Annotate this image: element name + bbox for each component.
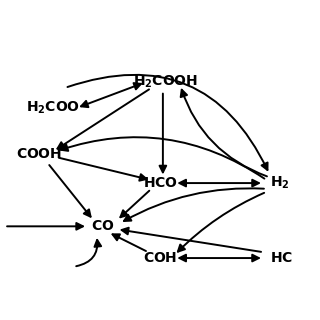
Text: $\mathbf{H_2}$: $\mathbf{H_2}$ [269,175,289,191]
Text: $\mathbf{HCO}$: $\mathbf{HCO}$ [142,176,178,190]
Text: $\mathbf{H_2COO}$: $\mathbf{H_2COO}$ [26,100,80,116]
Text: $\mathbf{COH}$: $\mathbf{COH}$ [143,251,177,265]
Text: $\mathbf{COOH}$: $\mathbf{COOH}$ [16,147,62,161]
Text: $\mathbf{H_2COOH}$: $\mathbf{H_2COOH}$ [133,74,198,90]
Text: $\mathbf{HC}$: $\mathbf{HC}$ [269,251,292,265]
Text: $\mathbf{CO}$: $\mathbf{CO}$ [91,219,114,233]
